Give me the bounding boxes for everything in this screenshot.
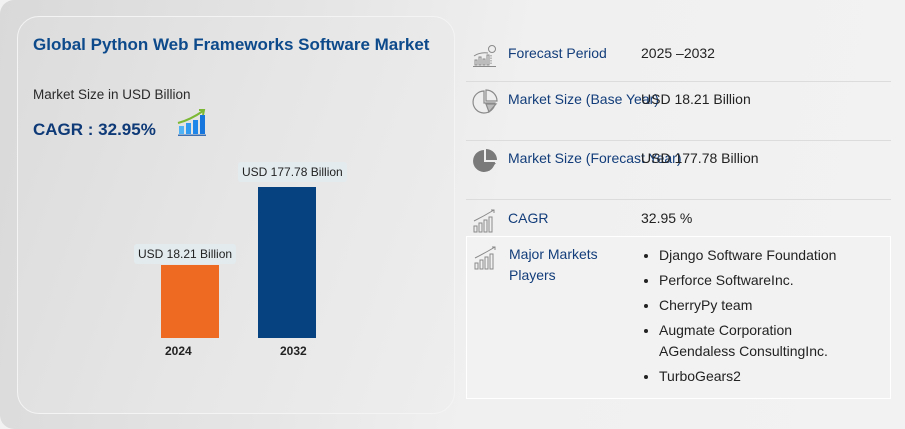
growth-chart-icon [177, 109, 206, 136]
chart-subtitle: Market Size in USD Billion [33, 87, 191, 102]
row-cagr: CAGR 32.95 % [466, 200, 891, 241]
major-players-label: Major Markets Players [509, 246, 598, 283]
forecast-year-label: Market Size (Forecast Year) [508, 150, 682, 166]
forecast-year-value: USD 177.78 Billion [641, 150, 759, 166]
bar-2024 [161, 265, 219, 338]
growth-bars-icon [474, 246, 496, 270]
major-players-section: Major Markets Players Django Software Fo… [466, 236, 891, 399]
summary-table: Forecast Period 2025 –2032 Market Size (… [466, 25, 891, 241]
list-item: Augmate Corporation AGendaless Consultin… [642, 320, 862, 362]
forecast-period-label: Forecast Period [508, 45, 607, 61]
pie-filled-icon [473, 149, 497, 172]
x-tick-2024: 2024 [165, 344, 192, 358]
row-forecast-year: Market Size (Forecast Year) USD 177.78 B… [466, 141, 891, 200]
bar-label-2024: USD 18.21 Billion [134, 244, 237, 264]
bar-label-2032: USD 177.78 Billion [238, 162, 347, 182]
pie-outline-icon [472, 89, 498, 114]
bar-2032 [258, 187, 316, 338]
list-item: TurboGears2 [642, 366, 862, 387]
cagr-value: 32.95 % [641, 210, 693, 226]
row-base-year: Market Size (Base Year) USD 18.21 Billio… [466, 82, 891, 141]
forecast-period-value: 2025 –2032 [641, 45, 715, 61]
row-forecast-period: Forecast Period 2025 –2032 [466, 25, 891, 82]
page-title: Global Python Web Frameworks Software Ma… [33, 35, 430, 54]
cagr-headline: CAGR : 32.95% [33, 120, 156, 139]
list-item: CherryPy team [642, 295, 862, 316]
cagr-label: CAGR [508, 210, 549, 226]
base-year-value: USD 18.21 Billion [641, 91, 751, 107]
growth-bars-icon [473, 209, 495, 233]
forecast-chart-icon [473, 45, 496, 67]
players-list: Django Software Foundation Perforce Soft… [642, 245, 862, 391]
list-item: Perforce SoftwareInc. [642, 270, 862, 291]
x-tick-2032: 2032 [280, 344, 307, 358]
list-item: Django Software Foundation [642, 245, 862, 266]
base-year-label: Market Size (Base Year) [508, 91, 659, 107]
chart-card [17, 16, 455, 414]
